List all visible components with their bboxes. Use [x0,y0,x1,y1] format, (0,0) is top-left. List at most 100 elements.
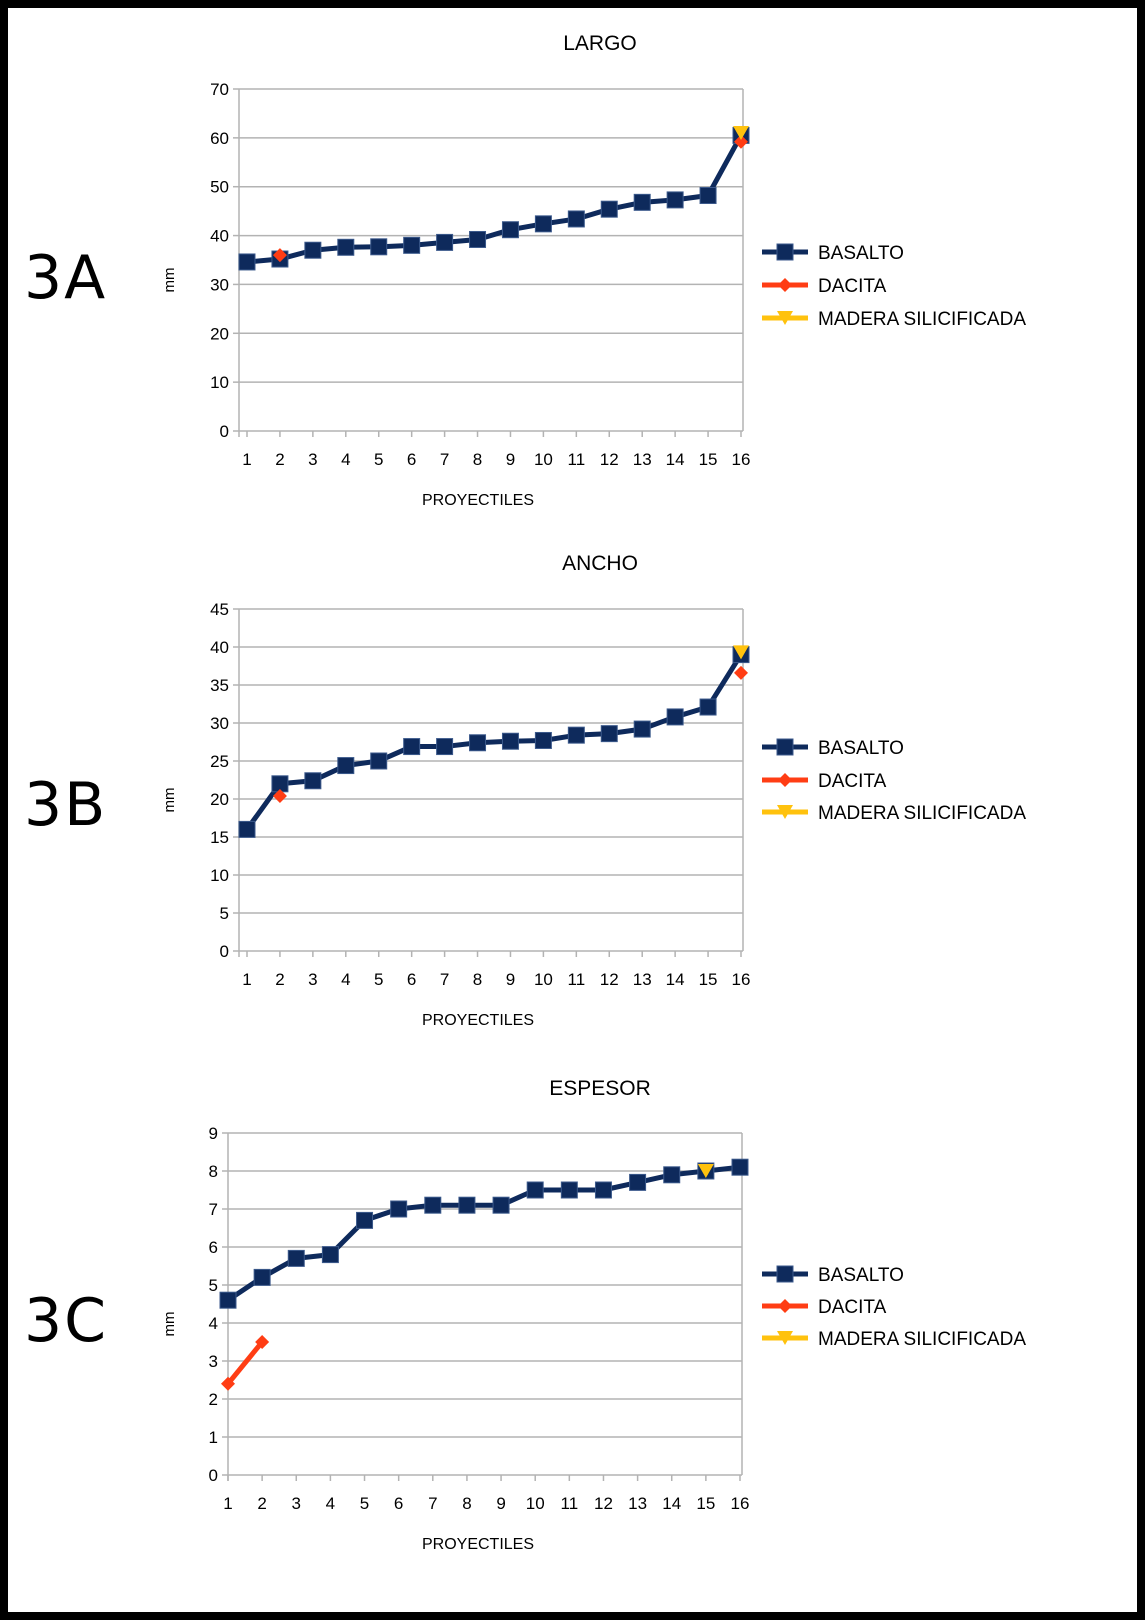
x-tick-label: 4 [341,970,350,989]
data-point-basalto [560,1181,578,1199]
data-point-basalto [403,236,421,254]
y-tick-label: 7 [209,1200,218,1219]
y-tick-label: 70 [210,80,229,99]
x-tick-label: 4 [326,1494,335,1513]
data-point-dacita [272,788,287,803]
y-tick-label: 2 [209,1390,218,1409]
legend-marker [777,805,793,819]
series-line-basalto [226,1164,741,1303]
data-point-basalto [287,1249,305,1267]
x-tick-label: 9 [506,970,515,989]
data-point-basalto [390,1200,408,1218]
data-point-basalto [370,752,388,770]
legend-marker [778,278,792,292]
series-line-basalto [244,653,744,831]
panel-label-3c: 3C [24,1286,109,1356]
x-tick-label: 11 [568,970,586,989]
x-tick-label: 3 [308,450,317,469]
x-tick-label: 9 [496,1494,505,1513]
x-tick-label: 6 [407,970,416,989]
x-axis-label: PROYECTILES [422,492,534,509]
x-tick-label: 11 [568,450,586,469]
y-tick-label: 35 [210,676,229,695]
legend-label: DACITA [818,276,887,297]
x-tick-label: 10 [534,450,553,469]
series-line-dacita [226,1340,265,1386]
data-point-basalto [501,221,519,239]
x-tick-label: 7 [440,450,449,469]
y-tick-label: 45 [210,600,229,619]
x-tick-label: 14 [666,450,685,469]
data-point-basalto [699,698,717,716]
data-point-basalto [321,1246,339,1264]
data-point-dacita [221,1376,235,1391]
y-axis-label: mm [161,268,178,293]
x-tick-label: 15 [699,450,718,469]
legend-marker [778,1299,792,1313]
y-tick-label: 8 [209,1162,218,1181]
y-tick-label: 9 [209,1124,218,1143]
data-point-basalto [666,708,684,726]
chart-title: ANCHO [562,552,638,575]
x-tick-label: 6 [407,450,416,469]
x-tick-label: 14 [666,970,685,989]
data-point-basalto [526,1181,544,1199]
x-tick-label: 2 [275,970,284,989]
x-tick-label: 1 [242,970,251,989]
y-tick-label: 30 [210,714,229,733]
x-tick-label: 1 [223,1494,232,1513]
legend-label: DACITA [818,1297,887,1318]
legend-label: BASALTO [818,1265,904,1286]
legend-marker [777,311,793,325]
data-point-basalto [219,1291,237,1309]
x-tick-label: 12 [600,450,619,469]
data-point-dacita [255,1335,270,1349]
y-axis-label: mm [161,1312,178,1337]
panel-label-3b: 3B [24,770,108,840]
y-tick-label: 0 [220,942,229,961]
x-tick-label: 2 [275,450,284,469]
data-point-basalto [600,725,618,743]
data-point-basalto [633,193,651,211]
chart-title: LARGO [563,32,637,55]
data-point-basalto [534,215,552,233]
y-tick-label: 50 [210,178,229,197]
x-tick-label: 8 [473,450,482,469]
data-point-basalto [436,233,454,251]
x-tick-label: 5 [360,1494,369,1513]
x-axis-label: PROYECTILES [422,1012,534,1029]
legend-label: BASALTO [818,243,904,264]
legend-label: MADERA SILICIFICADA [818,309,1026,330]
data-point-basalto [666,191,684,209]
legend-marker [778,773,792,787]
data-point-basalto [469,734,487,752]
panel-label-3a: 3A [24,243,108,313]
x-tick-label: 14 [662,1494,681,1513]
data-point-basalto [238,253,256,271]
x-tick-label: 16 [732,970,751,989]
data-point-basalto [458,1196,476,1214]
data-point-basalto [699,187,717,205]
y-tick-label: 10 [210,866,229,885]
data-point-basalto [337,238,355,256]
x-tick-label: 15 [699,970,718,989]
data-point-basalto [253,1268,271,1286]
y-tick-label: 6 [209,1238,218,1257]
y-tick-label: 20 [210,790,229,809]
data-point-basalto [238,820,256,838]
x-tick-label: 5 [374,970,383,989]
data-point-basalto [731,1158,749,1176]
data-point-basalto [436,738,454,756]
x-tick-label: 3 [308,970,317,989]
x-axis-label: PROYECTILES [422,1536,534,1553]
data-point-dacita [734,134,748,149]
x-tick-label: 13 [633,450,652,469]
x-tick-label: 4 [341,450,350,469]
x-tick-label: 8 [462,1494,471,1513]
x-tick-label: 8 [473,970,482,989]
x-tick-label: 10 [534,970,553,989]
data-point-madera-silicificada [697,1164,714,1178]
y-tick-label: 30 [210,275,229,294]
data-point-basalto [594,1181,612,1199]
